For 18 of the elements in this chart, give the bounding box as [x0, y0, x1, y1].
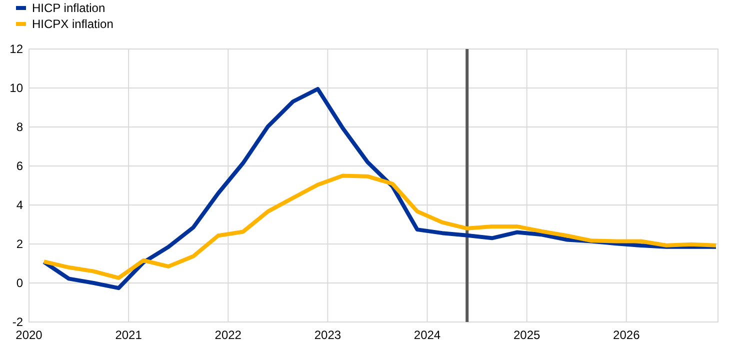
- y-tick-label: 4: [16, 198, 24, 212]
- x-tick-label: 2023: [314, 328, 342, 342]
- x-tick-label: 2021: [115, 328, 142, 342]
- x-tick-label: 2025: [513, 328, 540, 342]
- y-tick-label: 8: [16, 120, 24, 134]
- y-tick-label: 0: [16, 276, 24, 290]
- y-tick-label: 10: [10, 81, 24, 96]
- legend-label: HICPX inflation: [32, 17, 114, 32]
- x-tick-label: 2020: [16, 328, 43, 342]
- x-tick-label: 2022: [214, 328, 242, 342]
- x-tick-label: 2024: [414, 328, 441, 342]
- y-tick-label: 12: [10, 42, 24, 56]
- y-tick-label: 6: [16, 159, 24, 174]
- line-series: [42, 174, 718, 280]
- legend-label: HICP inflation: [32, 1, 106, 16]
- y-tick-label: 2: [16, 237, 24, 252]
- y-tick-label: -2: [12, 315, 24, 330]
- x-tick-label: 2026: [613, 328, 640, 342]
